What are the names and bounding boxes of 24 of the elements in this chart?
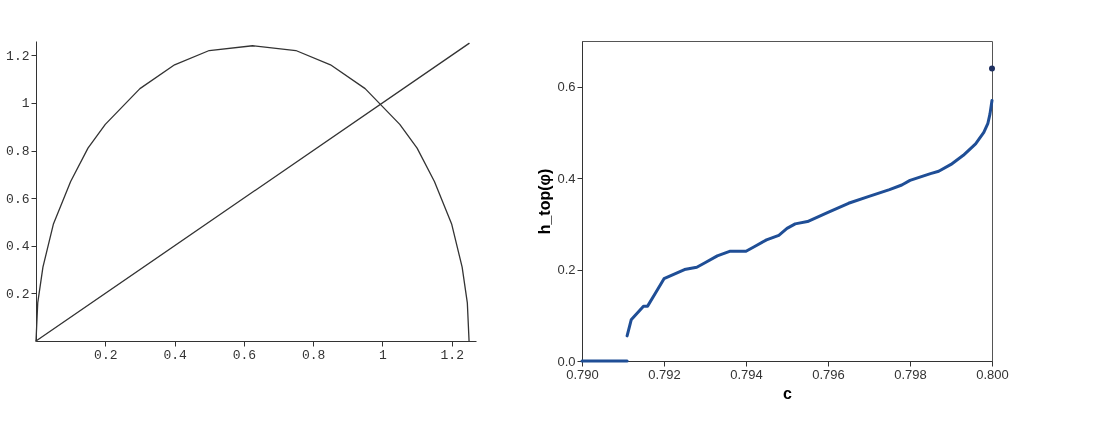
x-tick-label: 0.796 (812, 366, 845, 382)
x-tick-label: 0.2 (94, 347, 118, 363)
x-tick-label: 1 (379, 347, 388, 363)
x-tick-label: 1.2 (440, 347, 464, 363)
x-tick-label: 0.4 (163, 347, 187, 363)
x-tick-label: 0.800 (976, 366, 1009, 382)
x-tick-label: 0.798 (894, 366, 927, 382)
y-tick-label: 1.2 (6, 48, 30, 64)
y-tick-label: 0.6 (6, 191, 30, 207)
x-tick-label: 0.794 (730, 366, 763, 382)
x-axis-title: c (783, 384, 793, 402)
y-tick-label: 0.2 (6, 286, 30, 302)
x-tick-label: 0.8 (301, 347, 326, 363)
y-tick-label: 0.6 (557, 79, 576, 95)
x-tick-label: 0.6 (232, 347, 257, 363)
x-tick-label: 0.790 (566, 366, 599, 382)
x-tick-label: 0.792 (648, 366, 681, 382)
y-tick-label: 0.4 (557, 170, 576, 186)
y-tick-label: 0.0 (557, 353, 576, 369)
y-tick-label: 1 (21, 96, 30, 112)
y-axis-title: h_top(φ) (536, 168, 554, 235)
y-tick-label: 0.4 (6, 239, 30, 255)
y-tick-label: 0.8 (6, 144, 30, 160)
y-tick-label: 0.2 (557, 262, 576, 278)
